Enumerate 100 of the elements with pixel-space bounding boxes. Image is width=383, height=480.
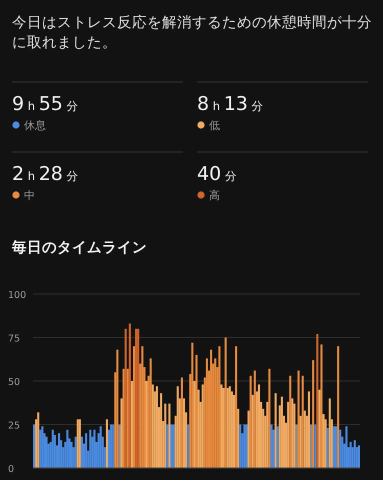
bar [302,376,304,468]
bar [345,426,348,468]
bar [254,370,256,468]
bar [291,398,294,468]
bar [89,430,92,468]
bar [172,424,175,468]
bar [337,346,340,468]
bar [228,386,231,468]
bar [332,426,336,468]
bar [335,426,338,468]
bar [106,419,108,468]
bar [152,384,154,468]
bar [312,360,314,468]
y-tick-label: 100 [8,290,26,301]
bar [37,412,40,468]
bar [137,328,140,468]
bar [80,436,83,468]
bar [160,393,162,468]
bar [252,394,254,468]
bar [116,350,118,468]
y-tick-label: 50 [8,377,20,388]
bar [145,381,148,468]
category-label: 低 [209,119,220,132]
bar [268,368,270,468]
bar [112,424,114,468]
bar [276,426,279,468]
bar [300,416,302,468]
bar [214,358,216,468]
text: 2 h 28 分 [12,163,79,185]
bar [245,424,248,468]
bar [202,384,204,468]
bar [316,334,318,468]
bar [310,424,312,468]
bar [250,376,252,468]
bar [318,390,320,468]
bar [287,402,290,468]
bar [314,424,316,468]
bar [237,408,240,468]
bar [187,424,190,468]
bar [339,430,342,468]
y-tick-label: 25 [8,420,20,432]
bar [78,419,81,468]
bar [320,344,323,468]
bar [206,358,208,468]
bar [218,346,220,468]
y-tick-label: 0 [8,464,14,475]
bar [322,414,325,468]
bar [182,398,186,468]
category-label: 休息 [24,119,46,132]
bar [193,381,196,468]
bar [128,324,131,468]
bar [258,384,260,468]
bar [308,391,310,468]
bar [243,424,246,468]
chart-title: 毎日のタイムライン [11,239,147,256]
bar [122,368,125,468]
bar [274,393,277,468]
bar [126,368,129,468]
bar [52,430,54,468]
bar [33,424,36,468]
bar [239,424,242,468]
bar [198,390,200,468]
bar [120,398,123,468]
bar [191,342,194,468]
bar [132,346,136,468]
bar [141,346,144,468]
bar [93,430,96,468]
category-label: 中 [24,189,35,202]
bar [39,430,42,468]
bar [176,386,179,468]
bar [76,419,79,468]
bar [124,328,127,468]
bar [100,426,102,468]
bar [118,424,120,468]
bar [235,346,238,468]
bar [280,396,283,468]
bar [289,376,292,468]
bar [226,388,229,468]
bar [41,426,44,468]
text: 8 h 13 分 [197,93,264,115]
bar [248,410,250,468]
bar [232,394,236,468]
bar [295,424,298,468]
bar [298,370,300,468]
bar [66,430,68,468]
bar [266,402,268,468]
bar [170,424,173,468]
bar [135,328,138,468]
category-label: 高 [209,189,220,202]
text: 今日はストレス反応を解消するための休憩時間が十分に取れました。 [12,14,372,51]
bar [350,442,352,468]
bar [168,404,170,468]
bar [85,433,88,468]
bar [270,424,273,468]
bar [110,424,112,468]
text: 9 h 55 分 [12,93,79,115]
bar [220,384,223,468]
bar [150,358,152,468]
bar [224,338,227,468]
bar [58,433,60,468]
